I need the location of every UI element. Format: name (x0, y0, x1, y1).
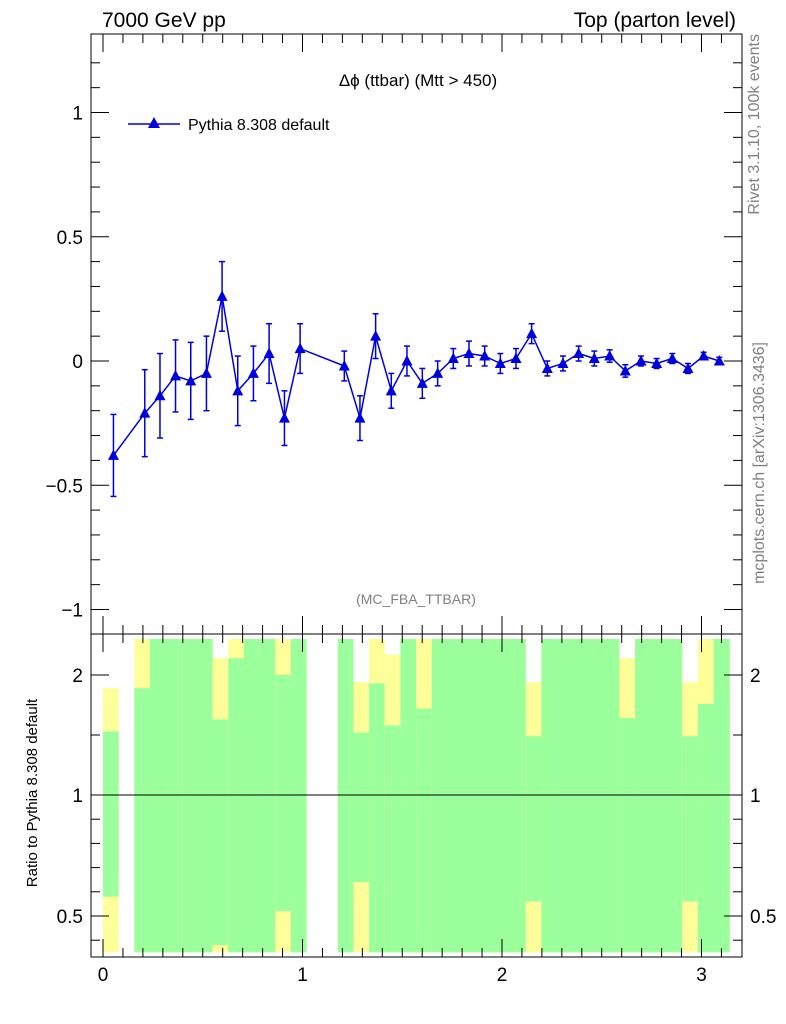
data-point-marker (588, 352, 600, 364)
data-point-marker (107, 449, 119, 460)
uncertainty-band-inner (149, 639, 166, 953)
y-tick-label: 0.5 (57, 228, 83, 249)
main-panel: (MC_FBA_TTBAR) Δϕ (ttbar) (Mtt > 450) Py… (45, 33, 743, 635)
x-tick-label: 2 (497, 965, 508, 986)
uncertainty-band-inner (619, 718, 636, 953)
data-point-marker (354, 412, 366, 423)
data-point-marker (635, 355, 647, 366)
legend-marker (148, 117, 160, 128)
ratio-y-tick-label-right: 1 (750, 786, 761, 807)
data-point-marker (139, 407, 151, 418)
data-point-marker (557, 357, 569, 368)
data-point-marker (247, 367, 259, 378)
uncertainty-band-inner (134, 688, 150, 953)
data-point-marker (573, 347, 585, 359)
uncertainty-band-inner (416, 708, 432, 953)
x-tick-label: 1 (297, 965, 308, 986)
ratio-panel: 0.5 0.5 1 1 2 2 0 1 2 3 Ratio to Pythia 8.308 def… (24, 633, 776, 986)
ratio-y-tick-label: 1 (72, 786, 83, 807)
data-point-marker (278, 412, 290, 423)
data-point-marker (200, 367, 212, 378)
data-point-marker (294, 342, 306, 354)
data-point-marker (263, 347, 275, 359)
data-point-marker (698, 350, 710, 361)
uncertainty-band-inner (353, 732, 370, 883)
y-tick-label: −1 (61, 601, 83, 622)
uncertainty-band-inner (181, 639, 197, 953)
data-point-marker (216, 290, 228, 301)
x-tick-label: 0 (98, 965, 109, 986)
data-point-marker (526, 327, 538, 339)
uncertainty-band-inner (259, 639, 276, 953)
uncertainty-band-inner (103, 731, 119, 897)
uncertainty-band-inner (243, 639, 260, 953)
uncertainty-band-inner (165, 639, 182, 953)
uncertainty-band-inner (682, 736, 698, 902)
chart-title: Δϕ (ttbar) (Mtt > 450) (339, 71, 497, 90)
uncertainty-band-inner (400, 639, 417, 953)
data-point-marker (666, 352, 678, 364)
data-point-marker (154, 389, 166, 401)
data-point-marker (604, 350, 616, 361)
data-point-marker (338, 359, 350, 371)
data-point-marker (432, 367, 444, 378)
series-group (107, 260, 725, 498)
uncertainty-band-inner (713, 639, 730, 953)
uncertainty-band-inner (525, 736, 542, 902)
uncertainty-band-inner (275, 675, 291, 912)
ratio-y-tick-label-right: 2 (750, 666, 761, 687)
data-point-marker (416, 377, 428, 388)
y-tick-label: −0.5 (45, 476, 83, 497)
ratio-ylabel: Ratio to Pythia 8.308 default (24, 698, 41, 887)
data-point-marker (494, 357, 506, 368)
uncertainty-band-inner (431, 639, 526, 953)
uncertainty-band-inner (384, 725, 401, 953)
uncertainty-band-inner (635, 639, 683, 953)
x-tick-label: 3 (696, 965, 707, 986)
uncertainty-band-inner (541, 639, 558, 953)
uncertainty-band-inner (557, 639, 620, 953)
uncertainty-band-inner (196, 639, 213, 953)
data-point-marker (682, 362, 694, 373)
data-point-marker (479, 350, 491, 361)
data-point-marker (370, 330, 382, 341)
data-point-marker (541, 362, 553, 373)
uncertainty-band-inner (369, 683, 385, 953)
legend-label: Pythia 8.308 default (188, 117, 330, 134)
data-point-marker (463, 347, 475, 359)
uncertainty-band-inner (290, 639, 307, 953)
side-text-top: Rivet 3.1.10, 100k events (746, 34, 763, 215)
data-point-marker (447, 352, 459, 364)
uncertainty-band-inner (337, 639, 354, 953)
data-point-marker (713, 355, 725, 366)
data-point-marker (401, 355, 413, 366)
y-tick-label: 0 (72, 352, 83, 373)
y-tick-label: 1 (72, 104, 83, 125)
side-text-bottom: mcplots.cern.ch [arXiv:1306.3436] (751, 342, 768, 584)
ratio-y-tick-label: 2 (72, 666, 83, 687)
header-left: 7000 GeV pp (102, 9, 226, 32)
data-point-marker (185, 374, 197, 386)
ratio-y-tick-label-right: 0.5 (750, 907, 776, 928)
data-point-marker (232, 384, 244, 396)
legend: Pythia 8.308 default (128, 117, 330, 134)
uncertainty-band-inner (228, 658, 244, 953)
data-point-marker (385, 384, 397, 396)
ratio-y-tick-label: 0.5 (57, 907, 83, 928)
data-point-marker (619, 364, 631, 376)
uncertainty-band-inner (212, 719, 229, 946)
data-point-marker (651, 357, 663, 368)
data-point-marker (510, 352, 522, 364)
data-point-marker (170, 369, 182, 381)
uncertainty-band-inner (697, 703, 714, 953)
watermark-label: (MC_FBA_TTBAR) (356, 591, 476, 607)
header-right: Top (parton level) (574, 9, 736, 32)
